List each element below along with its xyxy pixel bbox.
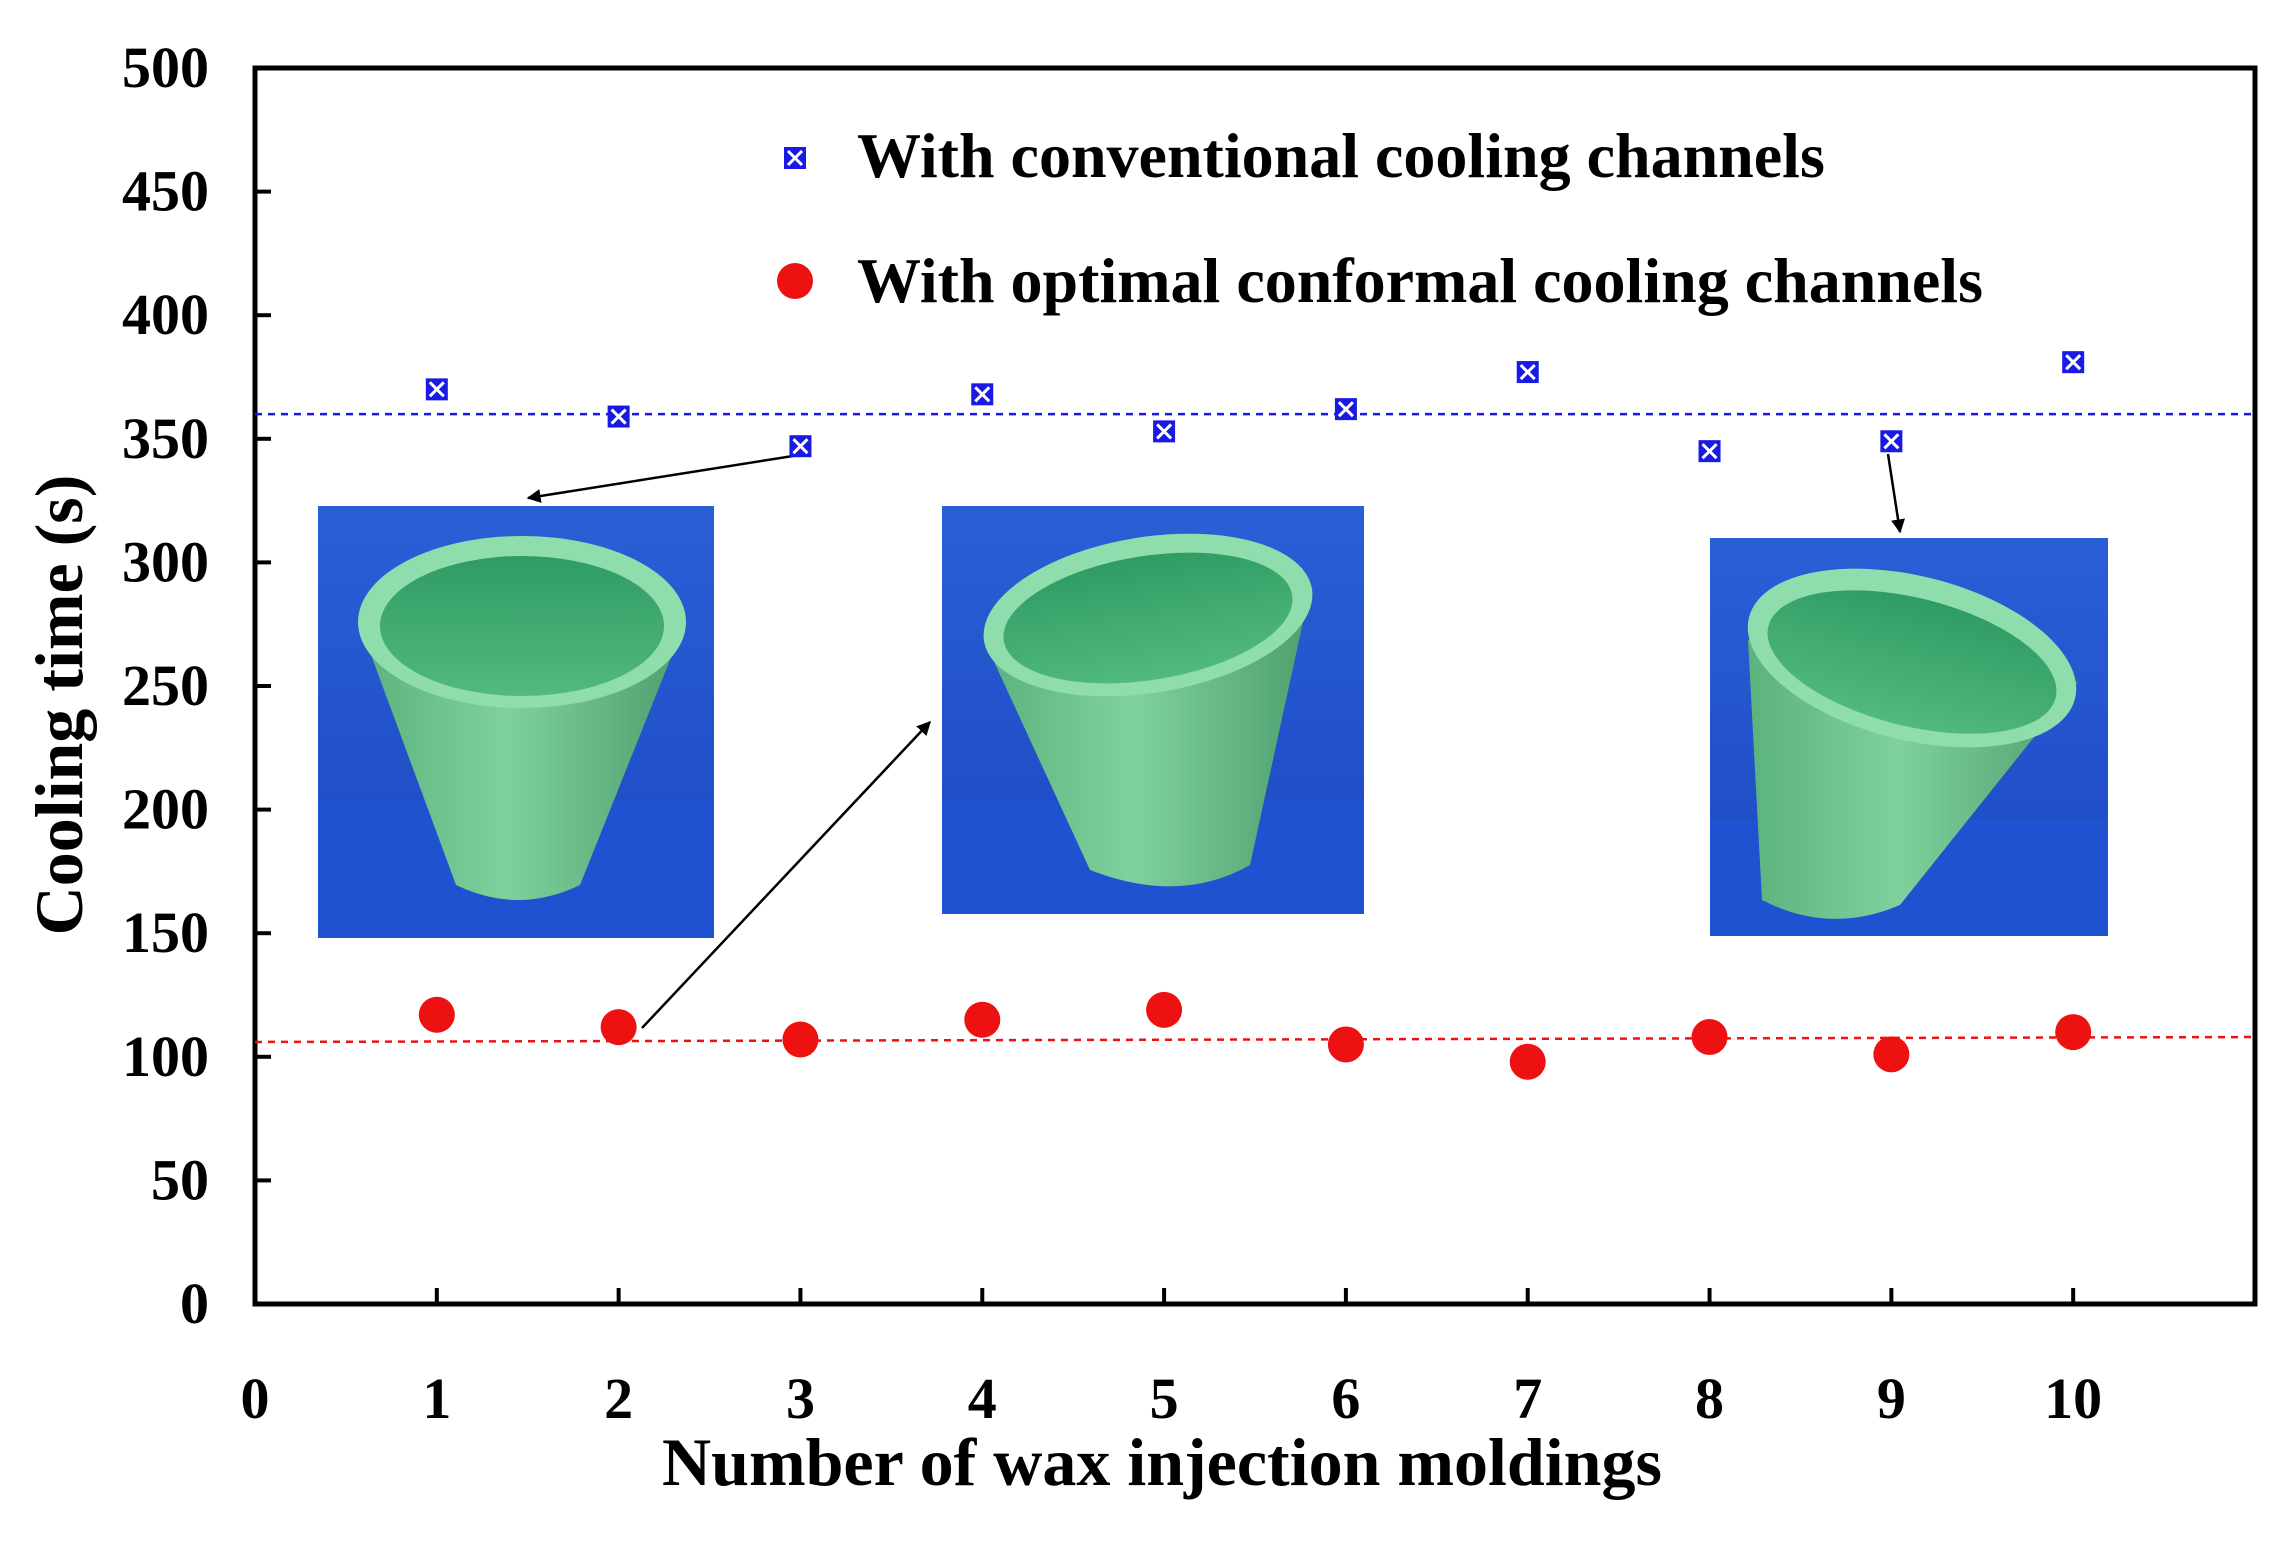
- y-tick-label: 0: [180, 1271, 209, 1336]
- y-axis-title: Cooling time (s): [21, 475, 97, 936]
- data-point-conformal: [782, 1021, 819, 1058]
- x-tick-label: 9: [1877, 1366, 1906, 1431]
- data-point-conformal: [1691, 1019, 1728, 1056]
- legend-label-conventional: With conventional cooling channels: [857, 120, 1825, 191]
- x-tick-label: 6: [1331, 1366, 1360, 1431]
- y-tick-label: 450: [122, 159, 209, 224]
- y-tick-label: 100: [122, 1024, 209, 1089]
- data-point-conventional: [1516, 361, 1539, 384]
- wax-cup-photo-b: [942, 506, 1364, 914]
- data-point-conventional: [425, 378, 448, 401]
- arrow-to-photo-b: [641, 720, 931, 1029]
- data-point-conformal: [418, 996, 455, 1033]
- y-tick-label: 250: [122, 653, 209, 718]
- wax-cup-photo-a: [318, 506, 714, 938]
- data-point-conventional: [971, 383, 994, 406]
- x-tick-label: 10: [2044, 1366, 2102, 1431]
- y-tick-label: 200: [122, 777, 209, 842]
- x-tick-label: 1: [422, 1366, 451, 1431]
- x-tick-label: 7: [1513, 1366, 1542, 1431]
- x-tick-label: 4: [968, 1366, 997, 1431]
- data-point-conventional: [789, 435, 812, 458]
- series-conformal: [418, 991, 2092, 1080]
- data-point-conformal: [2055, 1014, 2092, 1051]
- data-point-conventional: [2062, 351, 2085, 374]
- y-axis: 0 50 100 150 200 250 300 350 400 450 500: [122, 35, 271, 1336]
- legend-label-conformal: With optimal conformal cooling channels: [857, 245, 1983, 316]
- average-lines: [254, 412, 2256, 1044]
- average-line-conformal: [254, 1035, 2256, 1044]
- data-point-conformal: [600, 1009, 637, 1046]
- y-tick-label: 50: [151, 1147, 209, 1212]
- data-point-conformal: [1327, 1026, 1364, 1063]
- series-conventional: [425, 351, 2085, 463]
- data-point-conventional: [607, 405, 630, 428]
- data-point-conventional: [1880, 430, 1903, 453]
- data-point-conformal: [964, 1001, 1001, 1038]
- x-tick-label: 0: [241, 1366, 270, 1431]
- y-tick-label: 500: [122, 35, 209, 100]
- arrow-to-photo-a: [526, 454, 794, 503]
- data-point-conventional: [1153, 420, 1176, 443]
- x-tick-label: 5: [1150, 1366, 1179, 1431]
- y-tick-label: 350: [122, 406, 209, 471]
- legend-marker-conformal: [777, 263, 813, 299]
- x-tick-label: 2: [604, 1366, 633, 1431]
- data-point-conventional: [1334, 398, 1357, 421]
- x-tick-label: 3: [786, 1366, 815, 1431]
- data-point-conformal: [1873, 1036, 1910, 1073]
- legend: With conventional cooling channels With …: [777, 120, 1983, 316]
- arrow-to-photo-c: [1886, 453, 1906, 534]
- y-tick-label: 300: [122, 529, 209, 594]
- wax-cup-photo-c: [1710, 538, 2108, 936]
- data-point-conventional: [1698, 440, 1721, 463]
- y-tick-label: 400: [122, 282, 209, 347]
- x-axis: 0 1 2 3 4 5 6 7 8 9 10: [241, 1288, 2102, 1431]
- x-tick-label: 8: [1695, 1366, 1724, 1431]
- data-point-conformal: [1509, 1043, 1546, 1080]
- data-point-conformal: [1146, 991, 1183, 1028]
- legend-marker-conventional: [784, 147, 806, 169]
- y-tick-label: 150: [122, 900, 209, 965]
- x-axis-title: Number of wax injection moldings: [662, 1424, 1662, 1500]
